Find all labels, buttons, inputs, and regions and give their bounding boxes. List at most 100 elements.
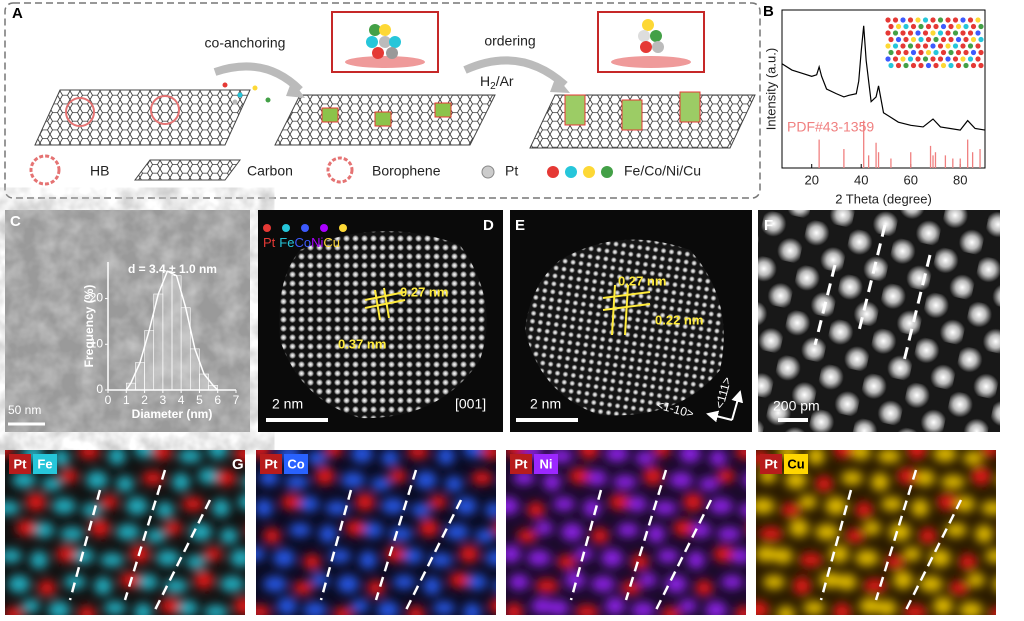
crystal-atom: [907, 30, 914, 36]
map-blob: [877, 450, 901, 463]
map-blob: [493, 522, 496, 534]
y-tick-label: 20: [90, 291, 104, 305]
map-blob: [445, 524, 469, 540]
map-blob: [104, 601, 126, 615]
map-blob: [289, 523, 311, 537]
crystal-atom: [948, 23, 954, 30]
map-blob: [739, 503, 746, 517]
map-blob: [631, 602, 655, 615]
element-tag: [510, 454, 532, 474]
x-tick-label: 80: [953, 172, 967, 187]
crystal-atom: [967, 56, 974, 62]
map-blob: [587, 470, 607, 486]
map-blob: [299, 496, 319, 512]
map-blob: [661, 607, 681, 615]
element-label: Pt: [765, 456, 779, 471]
map-blob: [164, 579, 188, 593]
map-blob: [705, 601, 727, 615]
map-blob: [825, 497, 847, 515]
map-blob: [543, 473, 561, 491]
map-blob: [134, 603, 152, 615]
crystal-atom: [915, 43, 921, 49]
map-blob: [273, 549, 295, 567]
map-blob: [52, 498, 76, 514]
crystal-atom: [900, 56, 906, 62]
map-blob: [325, 501, 349, 515]
map-blob: [152, 450, 172, 460]
map-blob: [985, 549, 996, 563]
gas-subscript: 2: [490, 81, 496, 92]
map-blob: [785, 471, 807, 489]
map-blob: [937, 494, 959, 510]
crystal-atom: [955, 23, 962, 30]
crystal-atom: [892, 43, 899, 49]
map-blob: [735, 606, 746, 615]
crystal-atom: [888, 23, 894, 30]
map-blob: [407, 606, 425, 615]
crystal-atom: [955, 36, 962, 43]
map-blob: [178, 600, 198, 615]
map-blob: [683, 493, 703, 511]
map-blob: [30, 551, 48, 569]
element-label: Pt: [265, 456, 279, 471]
guide-line: [819, 489, 853, 601]
map-blob: [423, 577, 441, 595]
map-blob: [657, 549, 679, 563]
crystal-atom: [960, 30, 966, 36]
crystal-atom: [963, 62, 969, 69]
crystal-atom: [925, 36, 932, 43]
crystal-atom: [952, 43, 959, 49]
y-axis-label: Intensity (a.u.): [763, 48, 778, 130]
map-blob: [463, 450, 485, 458]
element-tag: [534, 454, 558, 474]
guide-line: [153, 499, 212, 611]
map-blob: [485, 550, 496, 566]
map-blob: [48, 601, 70, 615]
crystal-atom: [930, 17, 936, 23]
map-blob: [735, 450, 746, 459]
crystal-atom: [918, 23, 924, 30]
map-blob: [971, 467, 991, 485]
map-blob: [535, 579, 559, 593]
crystal-atom: [925, 62, 932, 69]
crystal-atom: [907, 17, 914, 23]
map-blob: [64, 575, 86, 589]
map-blob: [907, 450, 927, 459]
crystal-atom: [978, 36, 984, 43]
legend-label: Carbon: [247, 163, 293, 179]
crystal-atom: [937, 30, 944, 36]
crystal-atom: [888, 62, 894, 69]
map-blob: [527, 550, 551, 566]
map-blob: [22, 599, 40, 613]
crystal-atom: [900, 43, 906, 49]
map-blob: [717, 527, 741, 541]
gas-text: /Ar: [496, 73, 514, 89]
crystal-atom: [937, 56, 944, 62]
map-blob: [351, 450, 373, 463]
step-label: co-anchoring: [205, 35, 286, 51]
legend-label: Co: [294, 235, 311, 250]
map-blob: [549, 600, 569, 615]
map-blob: [178, 450, 202, 463]
map-blob: [371, 477, 391, 491]
legend-label: Borophene: [372, 163, 441, 179]
legend-label: Fe: [279, 235, 294, 250]
eds-map: [756, 450, 996, 615]
element-tag: [784, 454, 808, 474]
map-blob: [575, 605, 599, 615]
map-blob: [186, 555, 206, 569]
panel-label: A: [12, 5, 23, 22]
map-blob: [793, 577, 811, 595]
crystal-atom: [915, 17, 921, 23]
crystal-atom: [885, 56, 891, 62]
map-blob: [709, 450, 727, 466]
map-blob: [26, 493, 46, 511]
y-tick-label: 0: [96, 382, 103, 396]
histogram-bar: [171, 275, 182, 391]
eds-maps: Pt Fe Pt Co Pt Ni Pt Cu: [5, 450, 996, 615]
spacing-label: 0.22 nm: [655, 312, 703, 327]
spacing-label: 0.37 nm: [338, 336, 386, 351]
map-blob: [789, 519, 809, 537]
map-blob: [759, 527, 783, 541]
map-blob: [959, 602, 983, 615]
